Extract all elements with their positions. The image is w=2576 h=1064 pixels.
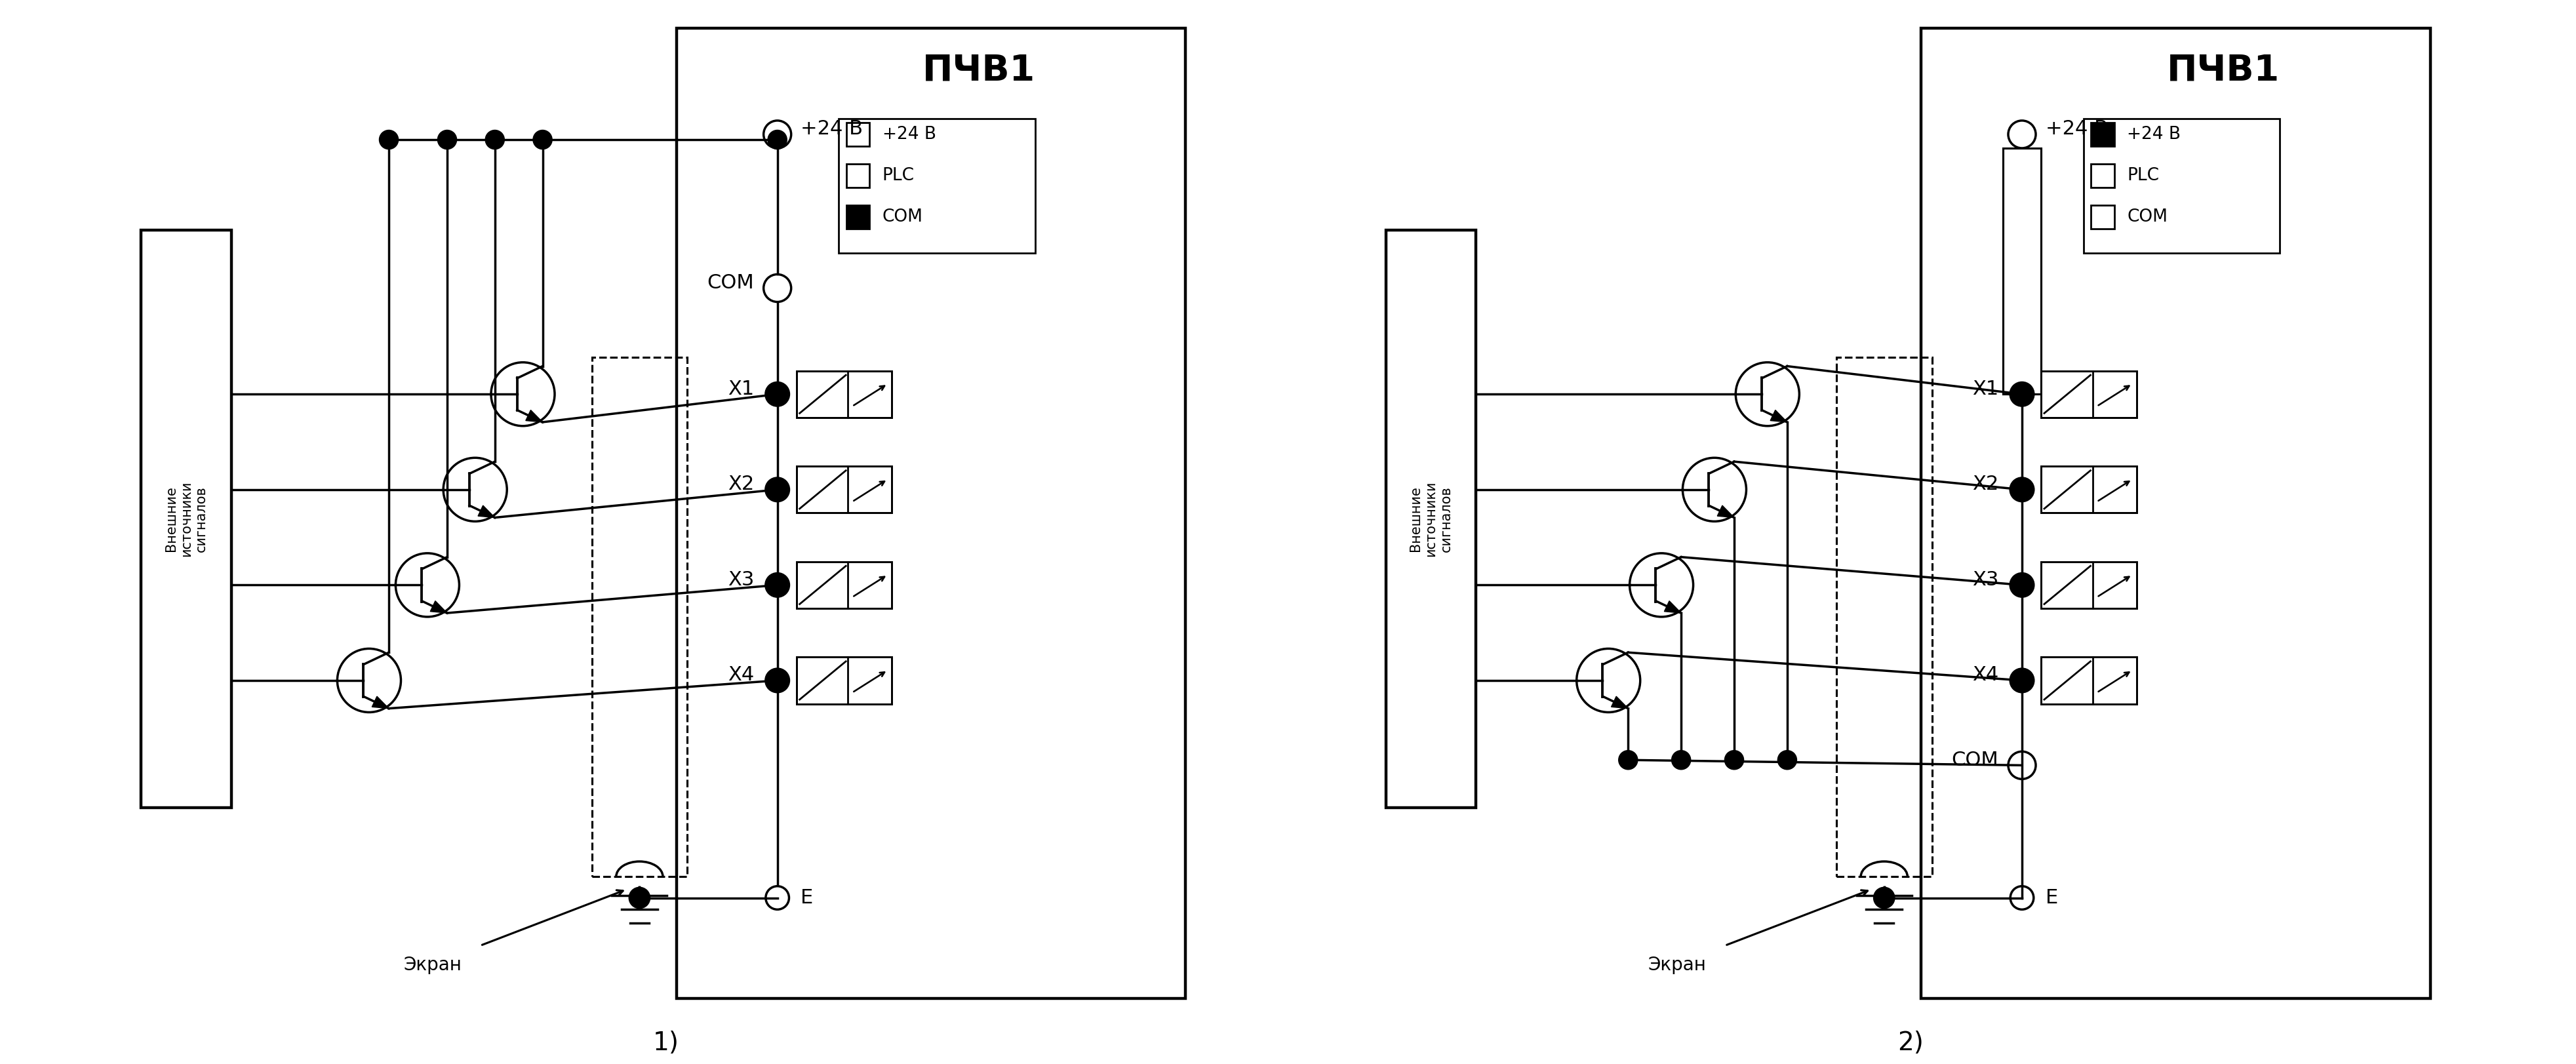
Bar	[2040, 371, 2136, 417]
Circle shape	[2012, 383, 2032, 404]
Circle shape	[484, 130, 505, 149]
Text: Х4: Х4	[1971, 666, 1999, 684]
Bar	[1386, 230, 1476, 808]
Text: Экран: Экран	[404, 957, 461, 975]
Bar	[845, 205, 871, 229]
Text: СОМ: СОМ	[1950, 750, 1999, 769]
Bar	[845, 164, 871, 187]
Text: Внешние
источники
сигналов: Внешние источники сигналов	[165, 481, 209, 556]
Circle shape	[768, 130, 786, 149]
Text: Х1: Х1	[726, 380, 755, 398]
Bar	[2040, 658, 2136, 703]
Text: ПЧВ1: ПЧВ1	[922, 53, 1036, 88]
Circle shape	[1618, 750, 1638, 769]
Bar	[2084, 118, 2280, 253]
Circle shape	[1723, 750, 1744, 769]
Bar	[2089, 122, 2115, 146]
Circle shape	[379, 130, 399, 149]
Bar	[2040, 562, 2136, 609]
Bar	[845, 122, 871, 146]
Text: PLC: PLC	[881, 167, 914, 184]
Polygon shape	[371, 696, 389, 709]
Text: СОМ: СОМ	[881, 209, 922, 226]
Circle shape	[1777, 750, 1795, 769]
Text: СОМ: СОМ	[2125, 209, 2166, 226]
Circle shape	[768, 383, 788, 404]
Text: ПЧВ1: ПЧВ1	[2166, 53, 2280, 88]
Polygon shape	[526, 410, 544, 422]
Circle shape	[629, 887, 649, 909]
Polygon shape	[1716, 505, 1734, 517]
Circle shape	[1873, 887, 1893, 909]
Circle shape	[768, 479, 788, 500]
Text: Х3: Х3	[1971, 570, 1999, 589]
Text: Х2: Х2	[1971, 475, 1999, 494]
Text: Х1: Х1	[1971, 380, 1999, 398]
Bar	[2089, 164, 2115, 187]
Text: Внешние
источники
сигналов: Внешние источники сигналов	[1409, 481, 1453, 556]
Circle shape	[2012, 479, 2032, 500]
Text: Экран: Экран	[1649, 957, 1705, 975]
Text: 1): 1)	[652, 1031, 680, 1055]
Bar	[1837, 358, 1932, 877]
Polygon shape	[1770, 410, 1788, 422]
Text: +24 В: +24 В	[2125, 126, 2179, 143]
Circle shape	[1672, 750, 1690, 769]
Bar	[796, 466, 891, 513]
Text: Х3: Х3	[726, 570, 755, 589]
Text: Е: Е	[2045, 888, 2058, 908]
Circle shape	[533, 130, 551, 149]
Circle shape	[768, 670, 788, 691]
Bar	[677, 29, 1185, 998]
Polygon shape	[479, 505, 495, 517]
Bar	[796, 371, 891, 417]
Text: СОМ: СОМ	[706, 273, 755, 293]
Bar	[840, 118, 1036, 253]
Text: +24 В: +24 В	[2045, 119, 2107, 138]
Polygon shape	[430, 601, 448, 613]
Text: Е: Е	[801, 888, 814, 908]
Bar	[796, 562, 891, 609]
Bar	[2089, 205, 2115, 229]
Text: PLC: PLC	[2125, 167, 2159, 184]
Bar	[796, 658, 891, 703]
Circle shape	[768, 575, 788, 596]
Text: 2): 2)	[1896, 1031, 1924, 1055]
Bar	[592, 358, 688, 877]
Polygon shape	[1664, 601, 1680, 613]
Text: Х4: Х4	[726, 666, 755, 684]
Bar	[2002, 148, 2040, 394]
Text: +24 В: +24 В	[881, 126, 935, 143]
Text: Х2: Х2	[726, 475, 755, 494]
Bar	[2040, 466, 2136, 513]
Circle shape	[438, 130, 456, 149]
Bar	[142, 230, 232, 808]
Polygon shape	[1610, 696, 1628, 709]
Text: +24 В: +24 В	[801, 119, 863, 138]
Circle shape	[2012, 575, 2032, 596]
Bar	[1922, 29, 2429, 998]
Circle shape	[2012, 670, 2032, 691]
